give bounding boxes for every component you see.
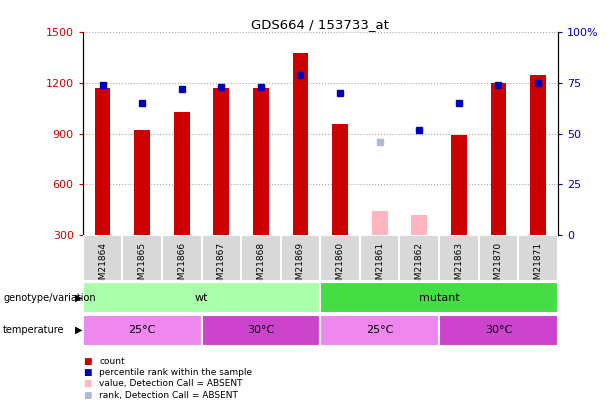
- Bar: [332, 124, 348, 235]
- FancyBboxPatch shape: [123, 235, 162, 281]
- Text: GSM21862: GSM21862: [415, 242, 424, 291]
- Text: 30°C: 30°C: [485, 325, 512, 335]
- Bar: [213, 88, 229, 235]
- FancyBboxPatch shape: [439, 315, 558, 345]
- Bar: [411, 215, 427, 235]
- Text: GSM21866: GSM21866: [177, 242, 186, 291]
- Text: GSM21870: GSM21870: [494, 242, 503, 291]
- Text: GSM21871: GSM21871: [533, 242, 543, 291]
- Text: GSM21860: GSM21860: [335, 242, 345, 291]
- Text: count: count: [99, 357, 125, 366]
- FancyBboxPatch shape: [83, 315, 202, 345]
- Text: GSM21869: GSM21869: [296, 242, 305, 291]
- Bar: [490, 83, 506, 235]
- Text: ▶: ▶: [75, 325, 82, 335]
- FancyBboxPatch shape: [202, 315, 321, 345]
- FancyBboxPatch shape: [83, 235, 123, 281]
- Title: GDS664 / 153733_at: GDS664 / 153733_at: [251, 18, 389, 31]
- Text: ■: ■: [83, 357, 91, 366]
- Bar: [94, 88, 110, 235]
- Text: genotype/variation: genotype/variation: [3, 293, 96, 303]
- Text: GSM21865: GSM21865: [138, 242, 147, 291]
- Text: ■: ■: [83, 379, 91, 388]
- Text: GSM21867: GSM21867: [217, 242, 226, 291]
- FancyBboxPatch shape: [439, 235, 479, 281]
- Text: percentile rank within the sample: percentile rank within the sample: [99, 368, 253, 377]
- Text: 25°C: 25°C: [129, 325, 156, 335]
- FancyBboxPatch shape: [400, 235, 439, 281]
- Text: ■: ■: [83, 368, 91, 377]
- Text: GSM21863: GSM21863: [454, 242, 463, 291]
- FancyBboxPatch shape: [202, 235, 241, 281]
- Bar: [253, 88, 269, 235]
- FancyBboxPatch shape: [241, 235, 281, 281]
- Text: rank, Detection Call = ABSENT: rank, Detection Call = ABSENT: [99, 391, 238, 400]
- Text: ▶: ▶: [75, 293, 82, 303]
- FancyBboxPatch shape: [321, 235, 360, 281]
- FancyBboxPatch shape: [518, 235, 558, 281]
- Text: GSM21864: GSM21864: [98, 242, 107, 291]
- FancyBboxPatch shape: [281, 235, 321, 281]
- FancyBboxPatch shape: [360, 235, 400, 281]
- Text: GSM21861: GSM21861: [375, 242, 384, 291]
- FancyBboxPatch shape: [479, 235, 518, 281]
- Text: GSM21868: GSM21868: [256, 242, 265, 291]
- Bar: [530, 75, 546, 235]
- Bar: [174, 112, 189, 235]
- FancyBboxPatch shape: [321, 315, 439, 345]
- Text: value, Detection Call = ABSENT: value, Detection Call = ABSENT: [99, 379, 243, 388]
- Bar: [292, 53, 308, 235]
- FancyBboxPatch shape: [83, 282, 321, 313]
- Bar: [371, 211, 387, 235]
- Text: ■: ■: [83, 391, 91, 400]
- Text: temperature: temperature: [3, 325, 64, 335]
- Text: 30°C: 30°C: [247, 325, 275, 335]
- FancyBboxPatch shape: [162, 235, 202, 281]
- Bar: [451, 135, 466, 235]
- Text: wt: wt: [195, 293, 208, 303]
- Text: mutant: mutant: [419, 293, 459, 303]
- Bar: [134, 130, 150, 235]
- FancyBboxPatch shape: [321, 282, 558, 313]
- Text: 25°C: 25°C: [366, 325, 394, 335]
